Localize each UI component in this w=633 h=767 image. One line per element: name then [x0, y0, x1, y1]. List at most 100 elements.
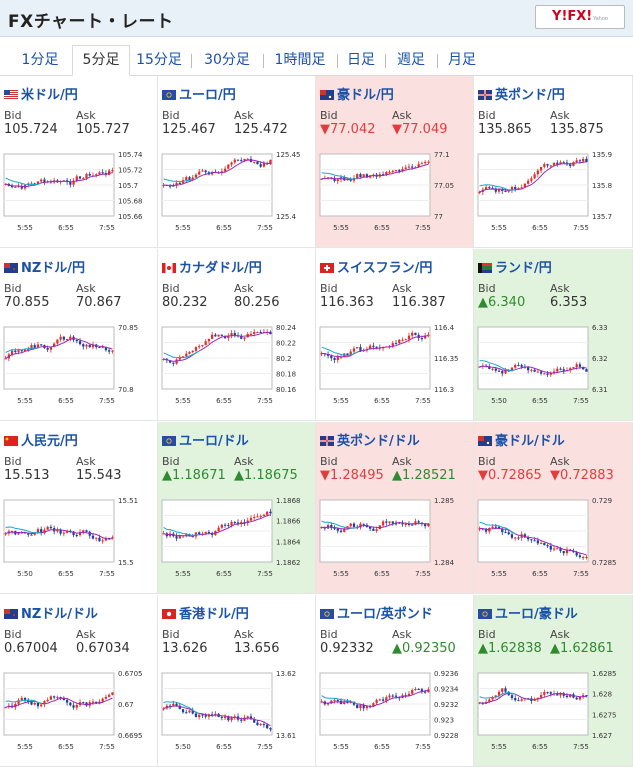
price-chart[interactable]: 135.9 135.8 135.7 5:55 6:55 7:55: [477, 146, 627, 236]
direction-arrow-icon: ▲: [550, 641, 560, 656]
ask-value: ▲1.28521: [392, 468, 456, 483]
x-tick-label: 7:55: [573, 570, 589, 578]
pair-link[interactable]: 英ポンド/ドル: [320, 430, 420, 449]
price-chart[interactable]: 0.729 0.7285 5:55 6:55 7:55: [477, 492, 627, 582]
pair-link[interactable]: 香港ドル/円: [162, 603, 249, 622]
rate-card[interactable]: 米ドル/円 Bid Ask 105.724 105.727 105.74 105.72 105…: [0, 76, 158, 248]
candle-body: [269, 728, 272, 730]
x-tick-label: 5:55: [175, 224, 191, 232]
price-chart[interactable]: 125.45 125.4 5:55 6:55 7:55: [161, 146, 311, 236]
price-chart[interactable]: 105.74 105.72 105.7 105.68 105.66 5:55 6:55 7:5…: [3, 146, 153, 236]
rate-card[interactable]: ユーロ/豪ドル Bid Ask ▲1.62838 ▲1.62861 1.6285 1.628…: [474, 595, 633, 767]
pair-link[interactable]: ユーロ/円: [162, 84, 236, 103]
short-average-line: [321, 172, 358, 180]
bid-value: ▲1.18671: [162, 468, 226, 483]
candle-body: [510, 695, 514, 699]
rate-card[interactable]: 豪ドル/ドル Bid Ask ▼0.72865 ▼0.72883 0.729 0.7285 5…: [474, 422, 633, 594]
price-chart[interactable]: 0.9236 0.9234 0.9232 0.923 0.9228 5:55 6:55 7:5…: [319, 665, 469, 755]
candle-body: [108, 170, 111, 175]
candle-body: [168, 360, 172, 363]
candle-body: [501, 688, 504, 692]
tab-7[interactable]: 月足: [448, 52, 476, 68]
pair-link[interactable]: ユーロ/英ポンド: [320, 603, 433, 622]
rate-card[interactable]: 英ポンド/円 Bid Ask 135.865 135.875 135.9 135.8 135.…: [474, 76, 633, 248]
hk-flag-icon: [162, 609, 176, 619]
rate-card[interactable]: NZドル/ドル Bid Ask 0.67004 0.67034 0.6705 0.67 0.6…: [0, 595, 158, 767]
x-tick-label: 5:55: [175, 570, 191, 578]
price-chart[interactable]: 1.6285 1.628 1.6275 1.627 5:55 6:55 7:55: [477, 665, 627, 755]
rate-card[interactable]: カナダドル/円 Bid Ask 80.232 80.256 80.24 80.22 80.2 8…: [158, 249, 316, 421]
candle-body: [369, 345, 372, 350]
pair-link[interactable]: NZドル/円: [4, 257, 85, 276]
candle-body: [559, 368, 562, 370]
candle-body: [585, 158, 588, 162]
pair-link[interactable]: 米ドル/円: [4, 84, 78, 103]
candle-body: [359, 347, 362, 351]
price-chart[interactable]: 116.4 116.35 116.3 5:55 6:55 7:55: [319, 319, 469, 409]
candle-body: [10, 186, 14, 188]
pair-link[interactable]: ユーロ/豪ドル: [478, 603, 578, 622]
yjfx-logo[interactable]: Y!FX!Yahoo: [535, 5, 625, 29]
candle-body: [404, 339, 407, 341]
pair-link[interactable]: 英ポンド/円: [478, 84, 565, 103]
pair-link[interactable]: カナダドル/円: [162, 257, 262, 276]
ask-value-text: 1.28521: [402, 468, 456, 483]
candle-body: [82, 344, 85, 347]
rate-card[interactable]: 英ポンド/ドル Bid Ask ▼1.28495 ▲1.28521 1.285 1.284 5…: [316, 422, 474, 594]
rate-card[interactable]: NZドル/円 Bid Ask 70.855 70.867 70.85 70.8 5:55 6:5…: [0, 249, 158, 421]
tab-6[interactable]: 週足: [397, 52, 425, 68]
tab-1[interactable]: 5分足: [72, 45, 130, 76]
candle-body: [211, 714, 214, 716]
rate-card[interactable]: ユーロ/英ポンド Bid Ask 0.92332 ▲0.92350 0.9236 0.923…: [316, 595, 474, 767]
price-chart[interactable]: 80.24 80.22 80.2 80.18 80.16 5:55 6:55 7:55: [161, 319, 311, 409]
bid-value: 13.626: [162, 641, 208, 656]
pair-link[interactable]: NZドル/ドル: [4, 603, 98, 622]
price-chart[interactable]: 77.1 77.05 77 5:55 6:55 7:55: [319, 146, 469, 236]
rate-card[interactable]: ランド/円 Bid Ask ▲6.340 6.353 6.33 6.32 6.31 5:50 6:…: [474, 249, 633, 421]
pair-link[interactable]: 人民元/円: [4, 430, 78, 449]
price-chart[interactable]: 6.33 6.32 6.31 5:50 6:55 7:55: [477, 319, 627, 409]
y-tick-label: 116.4: [434, 324, 455, 332]
rate-card[interactable]: 豪ドル/円 Bid Ask ▼77.042 ▼77.049 77.1 77.05 77 5:55…: [316, 76, 474, 248]
candle-body: [501, 189, 504, 191]
candle-body: [398, 170, 401, 172]
tab-3[interactable]: 30分足: [204, 52, 250, 68]
rate-card[interactable]: ユーロ/ドル Bid Ask ▲1.18671 ▲1.18675 1.1868 1.1866…: [158, 422, 316, 594]
y-tick-label: 0.9234: [434, 686, 459, 694]
gb-flag-icon: [478, 90, 492, 100]
tab-4[interactable]: 1時間足: [274, 52, 326, 68]
candle-body: [320, 178, 323, 180]
candle-body: [424, 335, 427, 339]
pair-link[interactable]: 豪ドル/ドル: [478, 430, 565, 449]
candle-body: [575, 552, 578, 556]
ask-value-text: 1.62861: [560, 641, 614, 656]
tab-2[interactable]: 15分足: [136, 52, 182, 68]
pair-link[interactable]: ランド/円: [478, 257, 552, 276]
pair-link[interactable]: ユーロ/ドル: [162, 430, 249, 449]
tab-0[interactable]: 1分足: [21, 52, 59, 68]
price-chart[interactable]: 1.285 1.284 5:55 6:55 7:55: [319, 492, 469, 582]
price-chart[interactable]: 0.6705 0.67 0.6695 5:55 6:55 7:55: [3, 665, 153, 755]
candle-body: [204, 715, 207, 717]
candle-body: [530, 369, 533, 371]
y-tick-label: 80.18: [276, 371, 296, 379]
price-chart[interactable]: 70.85 70.8 5:55 6:55 7:55: [3, 319, 153, 409]
candle-body: [36, 702, 40, 707]
pair-link[interactable]: 豪ドル/円: [320, 84, 394, 103]
rate-card[interactable]: 人民元/円 Bid Ask 15.513 15.543 15.51 15.5 5:50 6:55…: [0, 422, 158, 594]
price-chart[interactable]: 1.1868 1.1866 1.1864 1.1862 5:55 6:55 7:55: [161, 492, 311, 582]
candle-body: [217, 172, 220, 174]
rate-card[interactable]: 香港ドル/円 Bid Ask 13.626 13.656 13.62 13.61 5:50 6:…: [158, 595, 316, 767]
candle-body: [253, 161, 256, 163]
y-tick-label: 0.6705: [118, 670, 143, 678]
candle-body: [172, 185, 175, 187]
candle-body: [333, 358, 336, 361]
rate-card[interactable]: スイスフラン/円 Bid Ask 116.363 116.387 116.4 116.35 1…: [316, 249, 474, 421]
pair-link[interactable]: スイスフラン/円: [320, 257, 432, 276]
candle-body: [427, 161, 430, 163]
rate-card[interactable]: ユーロ/円 Bid Ask 125.467 125.472 125.45 125.4 5:55…: [158, 76, 316, 248]
price-chart[interactable]: 13.62 13.61 5:50 6:55 7:55: [161, 665, 311, 755]
x-tick-label: 6:55: [532, 570, 548, 578]
tab-5[interactable]: 日足: [347, 52, 375, 68]
price-chart[interactable]: 15.51 15.5 5:50 6:55 7:55: [3, 492, 153, 582]
